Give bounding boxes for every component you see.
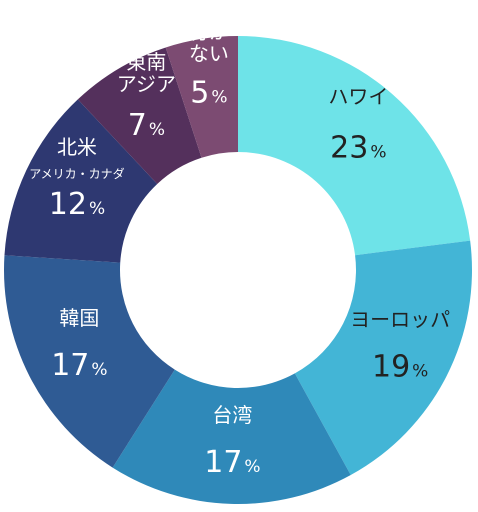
pie-slice-3 (112, 369, 351, 504)
slice-label-7-line-2: ない (189, 41, 229, 65)
slice-label-group-3: 台湾 17% (204, 403, 260, 480)
slice-label-3: 台湾 (212, 403, 252, 427)
slice-label-5: 北米 (57, 135, 97, 159)
slice-value-label-3: 17% (204, 445, 260, 480)
slice-value-label-4: 17% (51, 348, 107, 383)
slice-label-2: ヨーロッパ (350, 308, 450, 332)
slice-value-label-5: 12% (49, 187, 105, 222)
pie-slice-7 (165, 36, 238, 158)
slice-label-1: ハワイ (328, 84, 388, 108)
slice-value-label-1: 23% (330, 130, 386, 165)
slice-label-group-2: ヨーロッパ 19% (350, 308, 450, 385)
slice-value-label-2: 19% (372, 350, 428, 385)
slice-label-6-line-2: アジア (117, 72, 176, 96)
pie-slice-5 (4, 99, 158, 263)
slice-label-4: 韓国 (59, 306, 99, 330)
slice-sublabel-5: アメリカ・カナダ (29, 166, 124, 181)
slice-value-label-7: 5% (190, 75, 227, 110)
slice-label-7-line-1: 行か (189, 19, 229, 43)
pie-slice-6 (77, 47, 202, 184)
slice-value-label-6: 7% (128, 108, 165, 143)
donut-slices (4, 36, 472, 504)
slice-label-6-line-1: 東南 (126, 50, 166, 74)
pie-slice-2 (294, 240, 472, 476)
pie-slice-4 (4, 255, 175, 468)
slice-label-group-4: 韓国 17% (51, 306, 107, 383)
pie-slice-1 (238, 36, 471, 256)
slice-label-group-1: ハワイ 23% (328, 84, 388, 165)
